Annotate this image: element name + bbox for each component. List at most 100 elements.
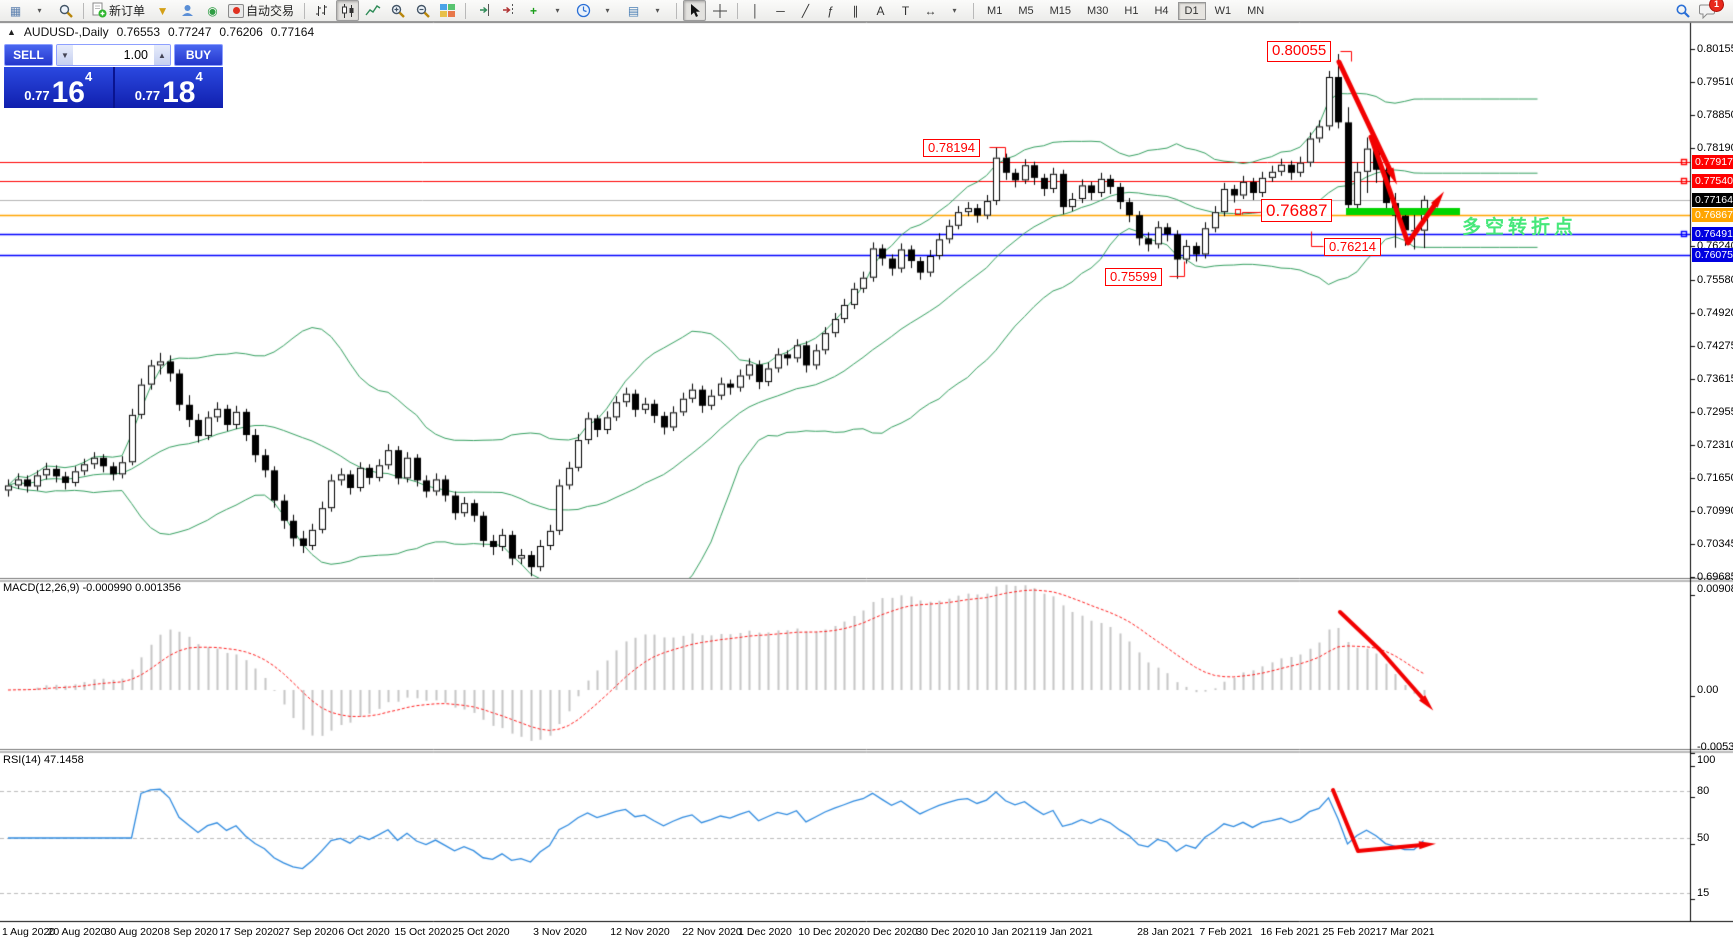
date-axis-label: 1 Aug 2020: [2, 926, 56, 938]
trendline-icon[interactable]: ╱: [794, 0, 817, 21]
toolbar-separator: [973, 2, 975, 19]
search-icon[interactable]: [1671, 0, 1694, 21]
timeframe-button-m1[interactable]: M1: [987, 4, 1003, 17]
autotrade-button[interactable]: 自动交易: [226, 0, 298, 21]
macd-axis-tick: 0.009081: [1697, 583, 1733, 595]
rsi-axis-tick: 100: [1697, 754, 1716, 766]
date-axis-label: 8 Sep 2020: [164, 926, 218, 938]
new-order-button[interactable]: 新订单: [90, 0, 149, 21]
price-annotation-box[interactable]: 0.76887: [1261, 199, 1333, 223]
price-axis-tick: 0.74275: [1697, 339, 1733, 352]
candlestick-chart-icon[interactable]: [336, 0, 360, 21]
arrow-objects-icon[interactable]: ↔: [919, 0, 942, 21]
templates-icon[interactable]: ▤: [622, 0, 645, 21]
chart-title: ▲ AUDUSD-,Daily 0.76553 0.77247 0.76206 …: [7, 25, 314, 39]
signal-icon: ◉: [207, 3, 218, 18]
indicators-dropdown-icon[interactable]: ▾: [555, 5, 560, 15]
arrow-objects-icon: ↔: [924, 3, 937, 18]
ohlc-low: 0.76206: [219, 25, 263, 39]
timeframe-button-mn[interactable]: MN: [1247, 4, 1265, 17]
periods-dropdown-icon[interactable]: ▾: [605, 5, 610, 15]
rsi-label: RSI(14) 47.1458: [3, 754, 84, 766]
periods-icon[interactable]: [572, 0, 595, 21]
price-annotation-box[interactable]: 0.78194: [923, 139, 980, 158]
date-axis-label: 16 Feb 2021: [1260, 926, 1320, 938]
autotrade-label: 自动交易: [246, 3, 295, 18]
equidistant-channel-icon: ∥: [852, 3, 859, 18]
templates-icon: ▤: [627, 3, 640, 18]
new-order-label: 新订单: [109, 3, 146, 18]
price-line-tag: 0.76491: [1692, 226, 1733, 241]
price-line-tag: 0.76867: [1692, 207, 1733, 222]
timeframe-button-m15[interactable]: M15: [1049, 4, 1071, 17]
objects-dropdown-icon[interactable]: ▾: [952, 5, 957, 15]
macd-axis-tick: -0.005306: [1697, 741, 1733, 753]
one-click-trading-panel: SELL ▼ 1.00 ▲ BUY 0.77 16 4 0.77: [4, 44, 223, 108]
toolbar-separator: [737, 2, 739, 19]
price-axis-tick: 0.72310: [1697, 438, 1733, 451]
chart-overlay: ▲ AUDUSD-,Daily 0.76553 0.77247 0.76206 …: [0, 22, 1733, 948]
timeframe-button-h1[interactable]: H1: [1124, 4, 1139, 17]
timeframe-button-w1[interactable]: W1: [1214, 4, 1232, 17]
zoom-in-icon[interactable]: [386, 0, 409, 21]
vertical-line-icon[interactable]: │: [744, 0, 767, 21]
horizontal-line-icon[interactable]: ─: [769, 0, 792, 21]
date-axis-label: 17 Sep 2020: [219, 926, 279, 938]
chart-window-icon[interactable]: ▦: [4, 0, 27, 21]
auto-scroll-icon[interactable]: [472, 0, 495, 21]
bar-chart-icon[interactable]: [311, 0, 334, 21]
price-annotation-box[interactable]: 0.76214: [1324, 238, 1381, 257]
sell-button[interactable]: SELL: [4, 44, 53, 66]
chart-shift-icon[interactable]: [497, 0, 520, 21]
timeframe-button-m5[interactable]: M5: [1018, 4, 1034, 17]
timeframe-button-m30[interactable]: M30: [1087, 4, 1109, 17]
autotrade-icon: [228, 3, 245, 18]
tile-windows-icon[interactable]: [436, 0, 459, 21]
fibonacci-icon[interactable]: ƒ: [819, 0, 842, 21]
buy-button[interactable]: BUY: [174, 44, 223, 66]
line-chart-icon[interactable]: [361, 0, 384, 21]
window-dropdown-icon[interactable]: ▾: [37, 5, 42, 15]
horizontal-line-icon: ─: [776, 3, 785, 18]
volume-decrease-button[interactable]: ▼: [57, 45, 73, 65]
buy-quote[interactable]: 0.77 18 4: [114, 67, 223, 108]
crosshair-icon[interactable]: [708, 0, 731, 21]
price-axis-tick: 0.75580: [1697, 273, 1733, 286]
price-annotation-box[interactable]: 0.75599: [1105, 268, 1162, 287]
turning-point-label[interactable]: 多空转折点: [1462, 217, 1578, 238]
toolbar-separator: [676, 2, 678, 19]
ohlc-open: 0.76553: [116, 25, 160, 39]
timeframe-button-h4[interactable]: H4: [1154, 4, 1169, 17]
equidistant-channel-icon[interactable]: ∥: [844, 0, 867, 21]
indicators-icon[interactable]: +: [522, 0, 545, 21]
notifications-icon[interactable]: 1: [1696, 0, 1724, 21]
chart-window: ▲ AUDUSD-,Daily 0.76553 0.77247 0.76206 …: [0, 22, 1733, 948]
funnel-icon[interactable]: ▼: [151, 0, 174, 21]
buy-price-sup: 4: [195, 69, 203, 84]
volume-stepper: ▼ 1.00 ▲: [56, 44, 171, 66]
sell-quote[interactable]: 0.77 16 4: [4, 67, 113, 108]
date-axis-label: 20 Aug 2020: [47, 926, 107, 938]
ohlc-high: 0.77247: [168, 25, 212, 39]
volume-input[interactable]: 1.00: [73, 45, 154, 65]
market-watch-profile-icon[interactable]: [176, 0, 199, 21]
text-icon[interactable]: A: [869, 0, 892, 21]
chart-canvas[interactable]: [0, 22, 1733, 948]
signal-icon[interactable]: ◉: [201, 0, 224, 21]
volume-increase-button[interactable]: ▲: [154, 45, 170, 65]
text-label-icon[interactable]: T: [894, 0, 917, 21]
cursor-icon[interactable]: [683, 0, 707, 21]
date-axis-label: 15 Oct 2020: [394, 926, 452, 938]
vertical-line-icon: │: [751, 3, 760, 18]
timeframe-button-d1[interactable]: D1: [1177, 1, 1206, 20]
collapse-marker-icon[interactable]: ▲: [7, 27, 16, 37]
price-axis-tick: 0.79510: [1697, 75, 1733, 88]
zoom-window-icon[interactable]: [54, 0, 77, 21]
date-axis-label: 25 Oct 2020: [452, 926, 510, 938]
price-annotation-box[interactable]: 0.80055: [1267, 41, 1332, 62]
toolbar-separator: [304, 2, 306, 19]
templates-dropdown-icon[interactable]: ▾: [655, 5, 660, 15]
sell-price-sup: 4: [84, 69, 93, 84]
zoom-out-icon[interactable]: [411, 0, 434, 21]
price-axis-tick: 0.69685: [1697, 571, 1733, 583]
